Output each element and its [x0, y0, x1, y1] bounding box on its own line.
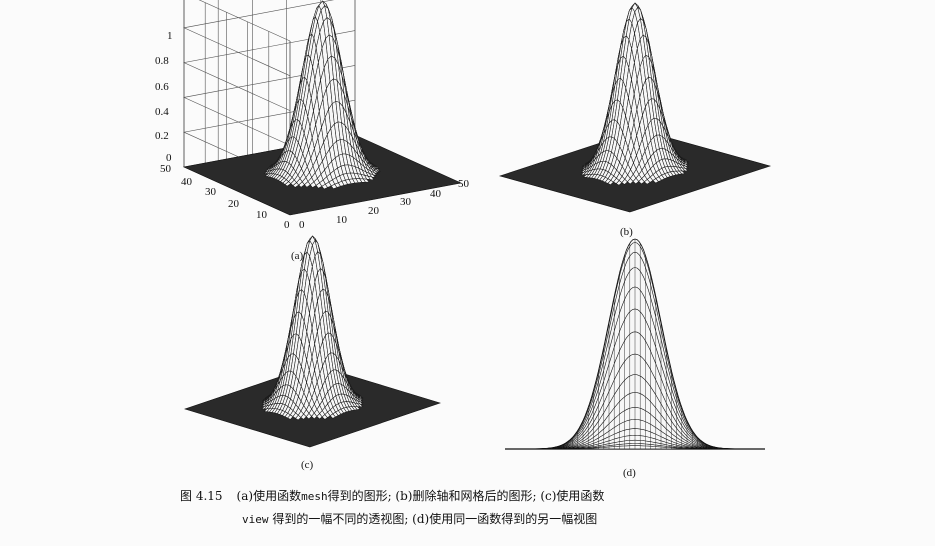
surface-facet [681, 164, 689, 169]
surface-facet [373, 165, 381, 170]
surface-facet [374, 167, 381, 172]
y-tick-label: 30 [205, 186, 216, 198]
x-tick-label: 10 [336, 214, 347, 226]
caption-line-2: view 得到的一幅不同的透视图; (d)使用同一函数得到的另一幅视图 [180, 508, 800, 531]
y-tick-label: 0 [284, 219, 290, 231]
surface-facet [682, 160, 689, 166]
z-tick-label: 0.4 [155, 106, 169, 118]
panel-label-d: (d) [623, 467, 636, 479]
figure-caption: 图 4.15 (a)使用函数mesh得到的图形; (b)删除轴和网格后的图形; (… [180, 485, 800, 531]
surface-facet [681, 167, 689, 172]
surface-facet [682, 162, 690, 168]
surface-facet [367, 175, 375, 181]
z-tick-label: 0.8 [155, 55, 169, 67]
figure: 1 0.8 0.6 0.4 0.2 0 50 40 30 20 10 0 0 1… [155, 0, 772, 479]
x-tick-label: 20 [368, 205, 379, 217]
y-tick-label: 10 [256, 209, 267, 221]
panel-label-a: (a) [291, 250, 304, 262]
surface-plot-d [505, 238, 765, 450]
surface-facet [357, 398, 364, 403]
caption-code: mesh [301, 490, 328, 503]
caption-text: 得到的一幅不同的透视图; (d)使用同一函数得到的另一幅视图 [268, 512, 598, 526]
x-tick-label: 50 [458, 178, 469, 190]
x-tick-label: 0 [299, 219, 305, 231]
surface-facet [682, 159, 689, 164]
grid-line [198, 0, 291, 42]
surface-facet [356, 403, 364, 407]
surface-facet [373, 168, 380, 173]
surface-facet [357, 396, 364, 401]
surface-facet [362, 178, 370, 183]
surface-facet [678, 170, 686, 175]
z-tick-label: 0.2 [155, 130, 169, 142]
figure-canvas [183, 0, 772, 450]
x-tick-label: 30 [400, 196, 411, 208]
panel-label-b: (b) [620, 226, 633, 238]
surface-plot-c [184, 235, 441, 448]
caption-line-1: 图 4.15 (a)使用函数mesh得到的图形; (b)删除轴和网格后的图形; (… [180, 485, 800, 508]
surface-facet [357, 394, 364, 399]
surface-facet [683, 159, 690, 163]
z-tick-label: 1 [167, 30, 173, 42]
figure-number: 图 4.15 [180, 489, 223, 503]
y-tick-label: 20 [228, 198, 239, 210]
y-tick-label: 40 [181, 176, 192, 188]
x-tick-label: 40 [430, 188, 441, 200]
y-tick-label: 50 [160, 163, 171, 175]
z-tick-label: 0 [166, 152, 172, 164]
surface-plot-a [183, 0, 462, 216]
surface-facet [371, 169, 379, 175]
surface-facet [370, 170, 378, 177]
z-tick-label: 0.6 [155, 81, 169, 93]
caption-text: (a)使用函数 [236, 489, 302, 503]
surface-facet [356, 400, 364, 405]
panel-label-c: (c) [301, 459, 314, 471]
surface-facet [357, 395, 364, 400]
caption-text: 得到的图形; (b)删除轴和网格后的图形; (c)使用函数 [327, 489, 605, 503]
caption-code: view [242, 513, 269, 526]
surface-facet [368, 172, 376, 178]
surface-plot-b [498, 2, 772, 213]
surface-facet [353, 406, 361, 410]
